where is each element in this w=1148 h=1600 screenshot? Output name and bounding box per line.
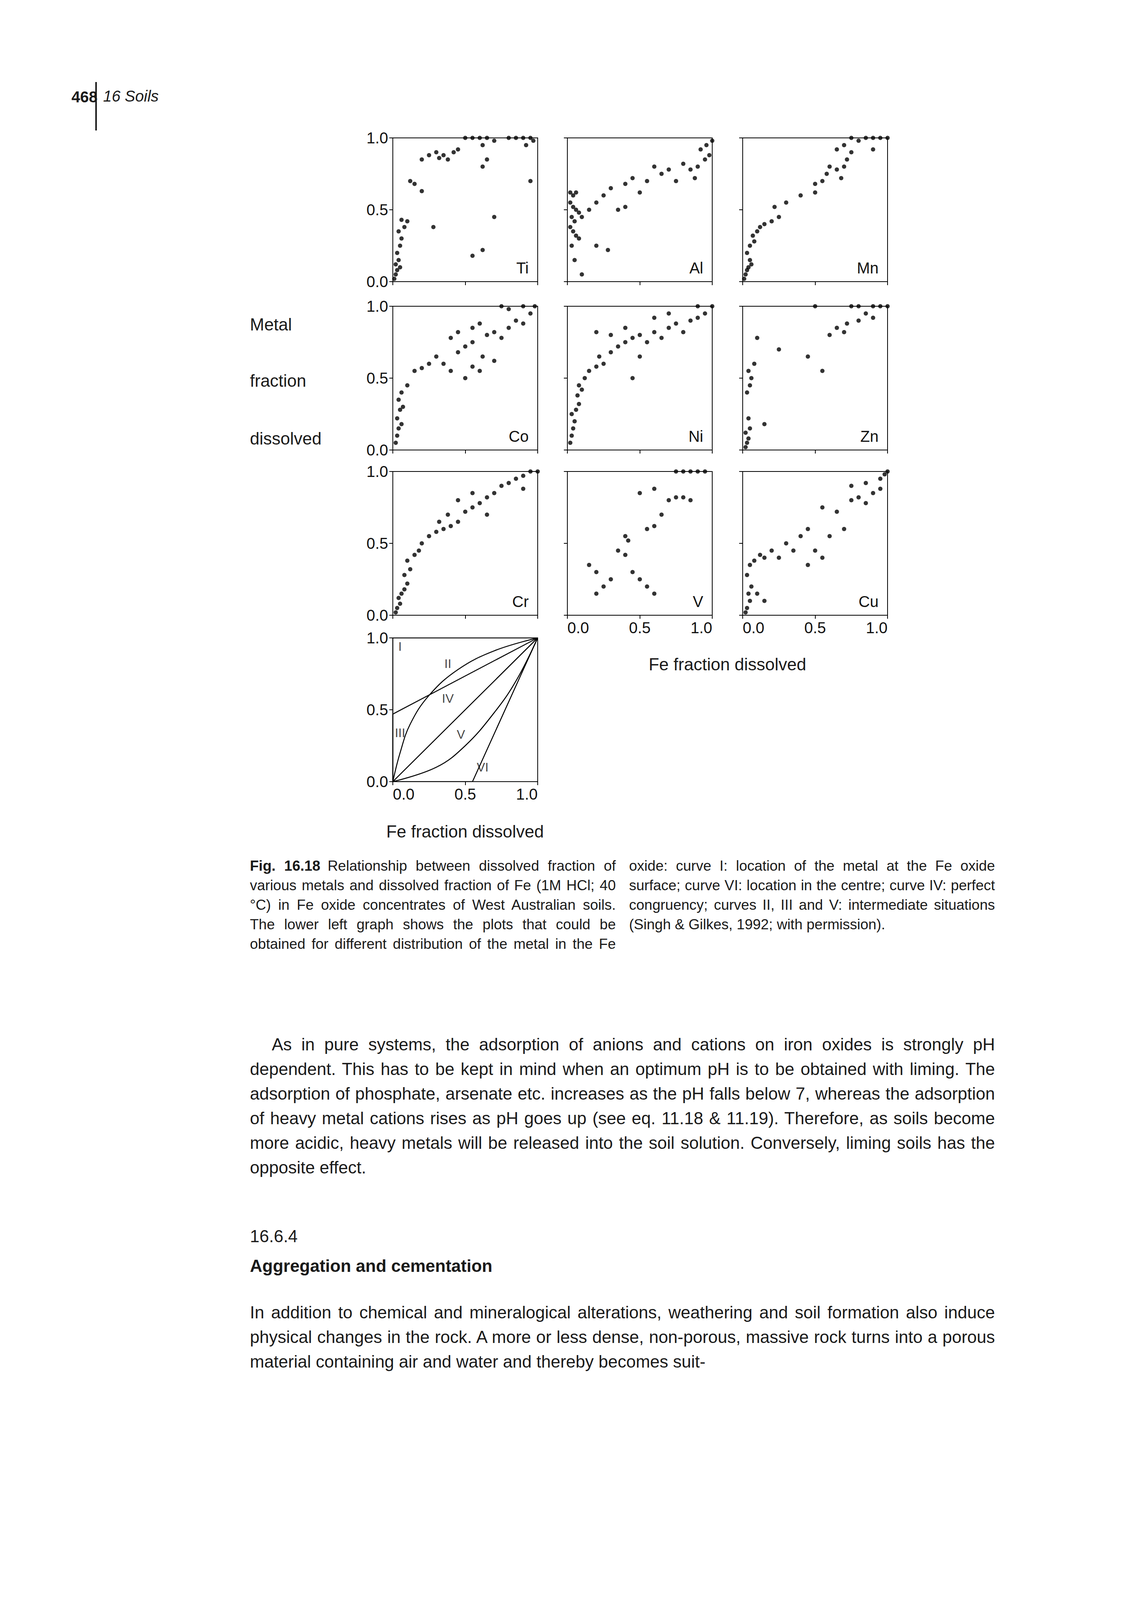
svg-text:Cr: Cr [512,592,529,610]
svg-text:Ti: Ti [516,259,529,277]
html-text:In addition to chemical and mi: In addition to chemical and mineralogica… [249,1302,995,1371]
html-text:16.6.4: 16.6.4 [249,1226,298,1246]
svg-text:0.5: 0.5 [804,618,827,637]
svg-text:0.5: 0.5 [366,201,389,219]
html-text:Metal: Metal [249,314,292,334]
svg-text:1.0: 1.0 [366,297,389,315]
svg-text:0.5: 0.5 [629,618,651,637]
svg-text:0.5: 0.5 [366,534,389,552]
svg-text:VI: VI [476,759,489,775]
html-text:Fe fraction dissolved: Fe fraction dissolved [386,821,544,841]
svg-text:IV: IV [442,691,455,706]
html-text:As in pure systems, the adsorp: As in pure systems, the adsorption of an… [249,1034,995,1177]
svg-text:Ni: Ni [688,427,704,445]
svg-text:0.0: 0.0 [742,618,765,637]
svg-text:V: V [692,592,704,610]
svg-text:0.5: 0.5 [454,785,477,803]
svg-text:0.0: 0.0 [567,618,590,637]
svg-text:III: III [394,725,406,740]
svg-text:V: V [456,727,466,742]
svg-text:1.0: 1.0 [366,462,389,480]
html-text:Fe fraction dissolved: Fe fraction dissolved [648,654,807,674]
svg-text:Co: Co [508,427,529,445]
svg-text:Mn: Mn [856,259,879,277]
html-text:dissolved: dissolved [249,428,322,448]
svg-text:1.0: 1.0 [865,618,888,637]
html-text:Aggregation and cementation: Aggregation and cementation [249,1255,493,1275]
svg-text:0.5: 0.5 [366,700,389,719]
svg-text:1.0: 1.0 [366,629,389,647]
svg-text:II: II [444,656,452,671]
svg-text:0.0: 0.0 [366,606,389,624]
svg-text:0.0: 0.0 [366,441,389,459]
svg-text:Zn: Zn [860,427,879,445]
html-text:Fig. 16.18 Relationship betwee: Fig. 16.18 Relationship between dissolve… [249,857,995,952]
svg-text:0.0: 0.0 [392,785,415,803]
svg-text:1.0: 1.0 [690,618,713,637]
svg-text:1.0: 1.0 [366,129,389,147]
svg-text:1.0: 1.0 [515,785,538,803]
html-text:fraction: fraction [249,370,307,391]
svg-text:0.0: 0.0 [366,272,389,291]
svg-text:Cu: Cu [858,592,879,610]
svg-text:0.5: 0.5 [366,369,389,387]
svg-text:Al: Al [689,259,704,277]
html-text:468 16 Soils: 468 16 Soils [71,87,159,106]
svg-text:I: I [398,639,402,654]
svg-text:0.0: 0.0 [366,772,389,790]
